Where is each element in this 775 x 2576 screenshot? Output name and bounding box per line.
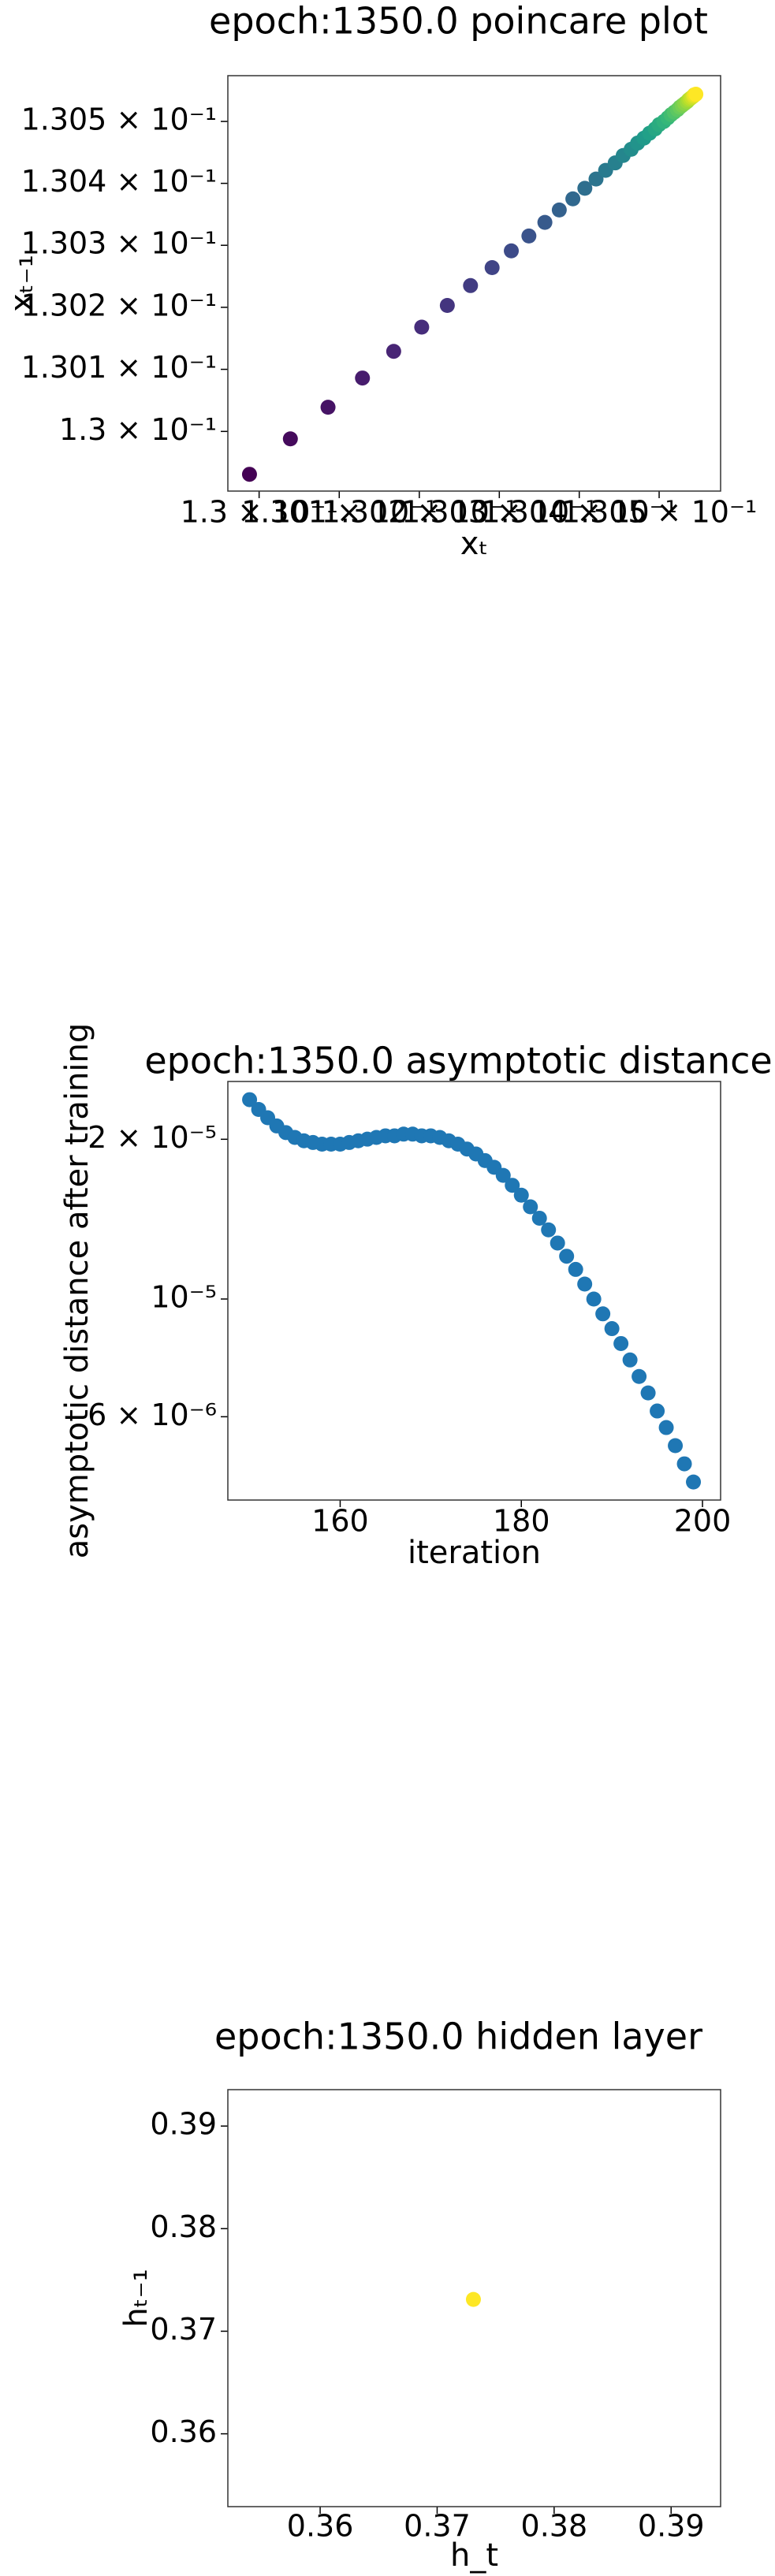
point: [521, 228, 537, 244]
x-tick-label: 1.301 × 10⁻¹: [241, 495, 437, 530]
point: [484, 259, 500, 275]
point: [559, 1249, 575, 1264]
y-tick-label: 1.3 × 10⁻¹: [59, 412, 217, 447]
x-axis-label: xₜ: [460, 526, 488, 562]
y-tick-label: 6 × 10⁻⁶: [88, 1398, 217, 1432]
y-axis-label: xₜ₋₁: [4, 255, 40, 312]
point: [495, 1167, 511, 1183]
point: [439, 297, 455, 313]
x-tick-label: 1.302 × 10⁻¹: [322, 495, 517, 530]
y-axis-label: hₜ₋₁: [118, 2269, 155, 2327]
point: [541, 1222, 557, 1238]
point: [568, 1261, 583, 1277]
x-axis-label: iteration: [408, 1535, 541, 1571]
x-tick-label: 0.38: [521, 2509, 588, 2544]
point: [668, 1438, 684, 1454]
chart-title: epoch:1350.0 hidden layer: [214, 2016, 702, 2058]
y-axis-label: asymptotic distance after training: [59, 1023, 95, 1559]
point: [688, 87, 704, 102]
point: [595, 1306, 611, 1322]
x-tick-label: 1.304 × 10⁻¹: [481, 495, 676, 530]
y-tick-label: 1.302 × 10⁻¹: [21, 288, 217, 322]
y-tick-label: 1.303 × 10⁻¹: [21, 226, 217, 261]
point: [588, 171, 604, 187]
x-tick-label: 0.39: [638, 2509, 705, 2544]
point: [242, 1092, 258, 1107]
point: [632, 1368, 647, 1384]
chart-title: epoch:1350.0 asymptotic distance: [144, 1040, 772, 1082]
plot-frame: [227, 1081, 721, 1501]
point: [414, 319, 430, 335]
point: [523, 1199, 538, 1215]
x-tick-label: 1.3 × 10⁻¹: [181, 495, 338, 530]
point: [505, 1178, 520, 1193]
y-tick-label: 1.304 × 10⁻¹: [21, 164, 217, 199]
point: [604, 1321, 620, 1337]
plot-frame: [227, 75, 721, 492]
point: [676, 1456, 692, 1472]
y-tick-label: 1.305 × 10⁻¹: [21, 102, 217, 137]
point: [577, 1276, 593, 1292]
point: [640, 1385, 656, 1401]
point: [586, 1291, 602, 1307]
x-tick-label: 1.303 × 10⁻¹: [401, 495, 597, 530]
x-axis-label: h_t: [450, 2537, 498, 2574]
point: [658, 1420, 674, 1435]
point: [531, 1210, 547, 1226]
x-tick-label: 200: [674, 1504, 732, 1539]
y-tick-label: 0.37: [150, 2312, 217, 2347]
point: [465, 2291, 481, 2307]
point: [551, 202, 567, 218]
point: [386, 344, 401, 359]
point: [650, 1403, 665, 1419]
point: [565, 191, 581, 207]
chart-title: epoch:1350.0 poincare plot: [209, 0, 708, 43]
y-tick-label: 2 × 10⁻⁵: [88, 1120, 217, 1155]
point: [241, 467, 257, 482]
plot-frame: [227, 2089, 721, 2507]
y-tick-label: 1.301 × 10⁻¹: [21, 350, 217, 385]
point: [577, 181, 593, 196]
point: [537, 214, 553, 230]
point: [320, 400, 336, 415]
point: [550, 1235, 565, 1251]
point: [504, 243, 520, 259]
point: [622, 1352, 638, 1368]
y-tick-label: 10⁻⁵: [151, 1279, 217, 1314]
x-tick-label: 0.36: [287, 2509, 354, 2544]
x-tick-label: 0.37: [404, 2509, 471, 2544]
point: [463, 277, 479, 293]
y-tick-label: 0.36: [150, 2414, 217, 2449]
point: [613, 1335, 629, 1351]
point: [282, 431, 298, 447]
point: [686, 1474, 702, 1490]
y-tick-label: 0.39: [150, 2107, 217, 2142]
point: [513, 1187, 529, 1203]
x-tick-label: 180: [493, 1504, 550, 1539]
x-tick-label: 1.305 × 10⁻¹: [561, 495, 757, 530]
x-tick-label: 160: [311, 1504, 369, 1539]
point: [355, 370, 371, 386]
y-tick-label: 0.38: [150, 2209, 217, 2244]
